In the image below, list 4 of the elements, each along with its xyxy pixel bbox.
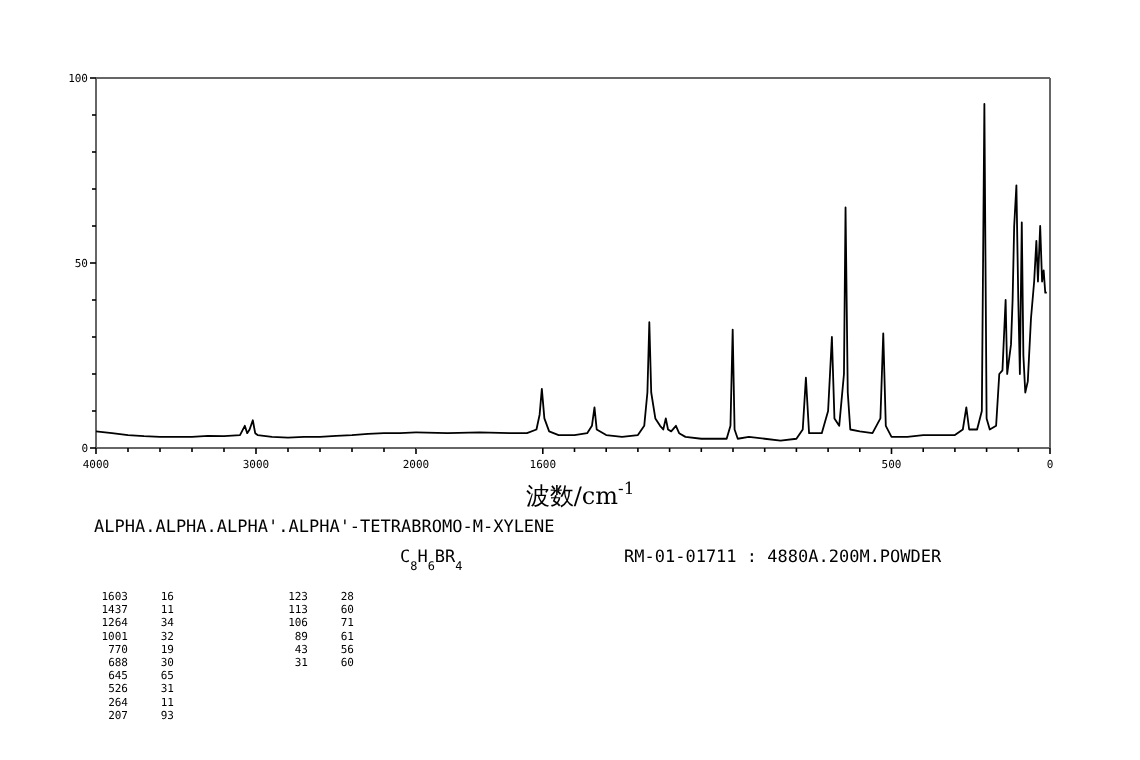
x-axis-title: 波数/cm$^{-1}$ <box>525 478 635 510</box>
text: RM-01-01711 : 4880A.200M.POWDER <box>624 548 944 568</box>
text: ALPHA.ALPHA.ALPHA'.ALPHA'-TETRABROMO-M-XYLENE <box>94 518 555 538</box>
text: C$_{8}$H$_{6}$BR$_{4}$ <box>400 548 464 573</box>
